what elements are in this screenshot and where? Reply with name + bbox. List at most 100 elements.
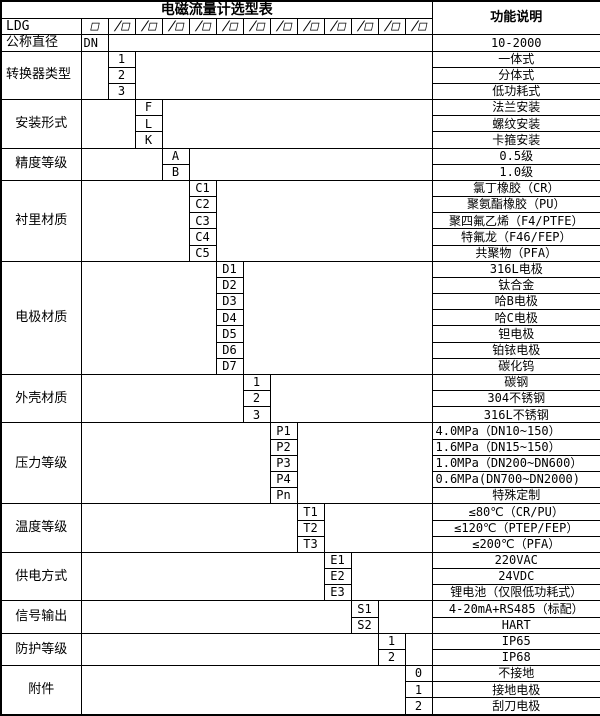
selector-row: C4 特氟龙（F46/FEP） xyxy=(1,228,600,246)
desc-cell: 10-2000 xyxy=(431,34,600,52)
desc-cell: 特氟龙（F46/FEP） xyxy=(431,228,600,246)
slash-checkbox-glyph: /□ xyxy=(247,18,266,34)
code-cell: P2 xyxy=(269,438,298,456)
selector-row: 防护等级 1 IP65 xyxy=(0,632,600,667)
desc-cell: 碳钢 xyxy=(431,373,600,392)
selector-row: C2 聚氨酯橡胶（PU） xyxy=(1,196,600,214)
row-label: 附件 xyxy=(0,665,82,716)
selector-row: 精度等级 A 0.5级 xyxy=(0,147,600,181)
spacer-cell xyxy=(323,503,433,553)
slash-checkbox-glyph: /□ xyxy=(355,18,374,34)
code-cell: D6 xyxy=(215,341,244,359)
desc-cell: 接地电极 xyxy=(431,681,600,699)
spacer-cell xyxy=(80,503,298,553)
spacer-cell xyxy=(80,422,271,505)
desc-cell: 4.0MPa（DN10~150） xyxy=(431,422,600,440)
spacer-cell xyxy=(377,600,433,634)
code-cell: 2 xyxy=(107,66,136,84)
selector-row: 2 304不锈钢 xyxy=(1,390,600,408)
desc-cell: 聚氨酯橡胶（PU） xyxy=(431,196,600,214)
code-cell: Pn xyxy=(269,487,298,505)
slot-box-cell: /□ xyxy=(215,18,244,36)
code-cell: 2 xyxy=(377,648,406,667)
slot-box-cell: /□ xyxy=(161,18,190,36)
code-cell: D3 xyxy=(215,293,244,311)
function-column-header: 功能说明 xyxy=(431,0,600,36)
slot-box-cell: /□ xyxy=(350,18,379,36)
spacer-cell xyxy=(134,50,433,101)
desc-cell: 分体式 xyxy=(431,66,600,84)
row-label: 信号输出 xyxy=(0,600,82,634)
spacer-cell xyxy=(215,179,433,262)
slot-box-cell: /□ xyxy=(296,18,325,36)
slot-box-cell: /□ xyxy=(404,18,433,36)
selector-row: 3 低功耗式 xyxy=(1,82,600,101)
code-cell: T1 xyxy=(296,503,325,521)
code-cell: C1 xyxy=(188,179,217,198)
code-cell: K xyxy=(134,131,163,149)
code-cell: 1 xyxy=(377,632,406,650)
selector-row: 温度等级 T1 ≤80℃（CR/PU） xyxy=(0,503,600,553)
desc-cell: 聚四氟乙烯（F4/PTFE） xyxy=(431,212,600,230)
slot-box-cell: /□ xyxy=(242,18,271,36)
desc-cell: 法兰安装 xyxy=(431,99,600,117)
code-cell: F xyxy=(134,99,163,117)
selector-row: 供电方式 E1 220VAC xyxy=(0,551,600,602)
desc-cell: 哈B电极 xyxy=(431,293,600,311)
row-label: 精度等级 xyxy=(0,147,82,181)
desc-cell: 哈C电极 xyxy=(431,309,600,327)
desc-cell: 铂铱电极 xyxy=(431,341,600,359)
selector-row: 3 316L不锈钢 xyxy=(1,406,600,424)
slash-checkbox-glyph: /□ xyxy=(139,18,158,34)
spacer-cell xyxy=(404,632,433,667)
desc-cell: 钛合金 xyxy=(431,276,600,295)
code-cell: D1 xyxy=(215,260,244,278)
desc-cell: 共聚物（PFA） xyxy=(431,244,600,262)
selector-row: D6 铂铱电极 xyxy=(1,341,600,359)
desc-cell: 卡箍安装 xyxy=(431,131,600,149)
code-cell: A xyxy=(161,147,190,165)
row-label: 电极材质 xyxy=(0,260,82,375)
code-cell: P1 xyxy=(269,422,298,440)
spacer-cell xyxy=(80,147,163,181)
code-cell: 1 xyxy=(107,50,136,68)
selector-row: D5 钽电极 xyxy=(1,325,600,343)
code-cell: 2 xyxy=(404,697,433,716)
code-cell: D7 xyxy=(215,357,244,375)
row-label: 安装形式 xyxy=(0,99,82,149)
desc-cell: ≤80℃（CR/PU） xyxy=(431,503,600,521)
code-cell: S2 xyxy=(350,616,379,634)
selector-row: 外壳材质 1 碳钢 xyxy=(0,373,600,424)
desc-cell: 1.6MPa（DN15~150） xyxy=(431,438,600,456)
slash-checkbox-glyph: /□ xyxy=(112,18,131,34)
code-cell: T2 xyxy=(296,519,325,537)
desc-cell: 220VAC xyxy=(431,551,600,570)
selector-row: 2 刮刀电极 xyxy=(1,697,600,716)
spacer-cell xyxy=(242,260,433,375)
spacer-cell xyxy=(107,34,433,52)
code-cell: 0 xyxy=(404,665,433,683)
model-code: LDG xyxy=(0,18,82,36)
table-title: 电磁流量计选型表 xyxy=(0,0,433,20)
selector-row: K 卡箍安装 xyxy=(1,131,600,149)
desc-cell: 24VDC xyxy=(431,568,600,586)
desc-cell: 316L不锈钢 xyxy=(431,406,600,424)
desc-cell: IP65 xyxy=(431,632,600,650)
code-cell: D5 xyxy=(215,325,244,343)
selector-row: 电极材质 D1 316L电极 xyxy=(0,260,600,375)
slash-checkbox-glyph: /□ xyxy=(382,18,401,34)
title-row: 电磁流量计选型表 功能说明 xyxy=(0,0,600,36)
spacer-cell xyxy=(80,99,136,149)
code-cell: 3 xyxy=(107,82,136,101)
code-cell: E3 xyxy=(323,584,352,602)
desc-cell: IP68 xyxy=(431,648,600,667)
code-cell: C3 xyxy=(188,212,217,230)
desc-cell: 钽电极 xyxy=(431,325,600,343)
base-box-cell: □ xyxy=(80,18,109,36)
spacer-cell xyxy=(80,600,352,634)
code-cell: C2 xyxy=(188,196,217,214)
selector-row: 安装形式 F 法兰安装 xyxy=(0,99,600,149)
row-label: 供电方式 xyxy=(0,551,82,602)
